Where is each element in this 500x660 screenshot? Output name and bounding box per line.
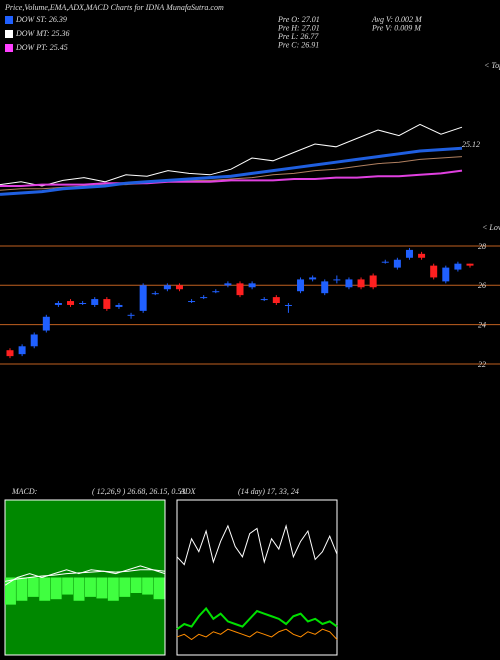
candle-body — [42, 316, 50, 331]
legend-swatch — [5, 30, 13, 38]
candle-body — [6, 350, 14, 357]
legend-label: DOW ST: 26.39 — [15, 15, 67, 24]
candle-body — [369, 275, 377, 288]
series-line — [176, 628, 338, 641]
candle-body — [79, 303, 87, 305]
candle-body — [381, 261, 389, 263]
candle-body — [393, 259, 401, 268]
y-tick-label: 25.12 — [462, 140, 480, 149]
series-line — [176, 606, 338, 630]
candle-body — [30, 334, 38, 347]
stat: Pre O: 27.01 — [277, 15, 320, 24]
candle-body — [321, 281, 329, 294]
candle-body — [345, 279, 353, 288]
series-line — [176, 523, 338, 566]
y-tick-label: 26 — [478, 281, 486, 290]
y-tick-label: 24 — [478, 320, 486, 329]
candle-body — [236, 283, 244, 296]
series-line — [0, 169, 463, 187]
candle-body — [333, 279, 341, 281]
histogram-bar — [153, 577, 165, 600]
legend-label: DOW PT: 25.45 — [15, 43, 68, 52]
candle-body — [163, 285, 171, 290]
candle-body — [442, 267, 450, 282]
candle-body — [454, 263, 462, 270]
histogram-bar — [130, 577, 142, 593]
macd-label: MACD: — [11, 487, 38, 496]
candle-body — [127, 314, 135, 316]
candle-body — [309, 277, 317, 280]
series-line — [0, 146, 463, 196]
candle-body — [248, 283, 256, 288]
series-line — [0, 123, 463, 187]
candle-body — [18, 346, 26, 355]
adx-label: ADX — [179, 487, 197, 496]
candle-body — [212, 291, 220, 293]
candle-body — [272, 297, 280, 304]
candle-body — [115, 304, 123, 307]
candle-body — [418, 253, 426, 258]
legend-label: DOW MT: 25.36 — [15, 29, 70, 38]
histogram-bar — [39, 577, 51, 601]
candle-body — [430, 265, 438, 278]
lows: < Lows — [482, 223, 500, 232]
candle-body — [67, 301, 75, 305]
candle-body — [54, 303, 62, 305]
candle-body — [260, 299, 268, 301]
histogram-bar — [142, 577, 154, 595]
stat: Pre C: 26.91 — [277, 40, 319, 49]
histogram-bar — [73, 577, 85, 601]
candle-body — [91, 299, 99, 305]
stat: Pre H: 27.01 — [277, 23, 320, 32]
tops: < Tops — [484, 61, 500, 70]
legend-swatch — [5, 16, 13, 24]
histogram-bar — [50, 577, 62, 600]
series-line — [4, 565, 166, 586]
series-line — [4, 569, 166, 582]
candle-body — [284, 304, 292, 306]
adx-values: (14 day) 17, 33, 24 — [238, 487, 299, 496]
title: Price,Volume,EMA,ADX,MACD Charts for IDN… — [4, 3, 224, 12]
stat: Pre L: 26.77 — [277, 32, 319, 41]
candle-body — [175, 285, 183, 290]
candle-body — [188, 301, 196, 303]
candle-body — [297, 279, 305, 292]
histogram-bar — [119, 577, 131, 597]
y-tick-label: 22 — [478, 360, 486, 369]
candle-body — [466, 263, 474, 266]
histogram-bar — [62, 577, 74, 595]
histogram-bar — [16, 577, 28, 601]
histogram-bar — [107, 577, 119, 601]
stat: Pre V: 0.009 M — [371, 23, 422, 32]
candle-body — [200, 297, 208, 299]
candle-body — [151, 293, 159, 295]
candle-body — [103, 299, 111, 309]
stat: Avg V: 0.002 M — [371, 15, 423, 24]
candle-body — [405, 249, 413, 258]
candle-body — [224, 283, 232, 286]
legend-swatch — [5, 44, 13, 52]
histogram-bar — [96, 577, 108, 599]
candle-body — [139, 285, 147, 311]
y-tick-label: 28 — [478, 242, 486, 251]
histogram-bar — [5, 577, 16, 605]
histogram-bar — [85, 577, 96, 597]
macd-values: ( 12,26,9 ) 26.68, 26.15, 0.53 — [92, 487, 185, 496]
candle-body — [357, 279, 365, 288]
adx-panel — [176, 499, 338, 656]
histogram-bar — [27, 577, 39, 597]
